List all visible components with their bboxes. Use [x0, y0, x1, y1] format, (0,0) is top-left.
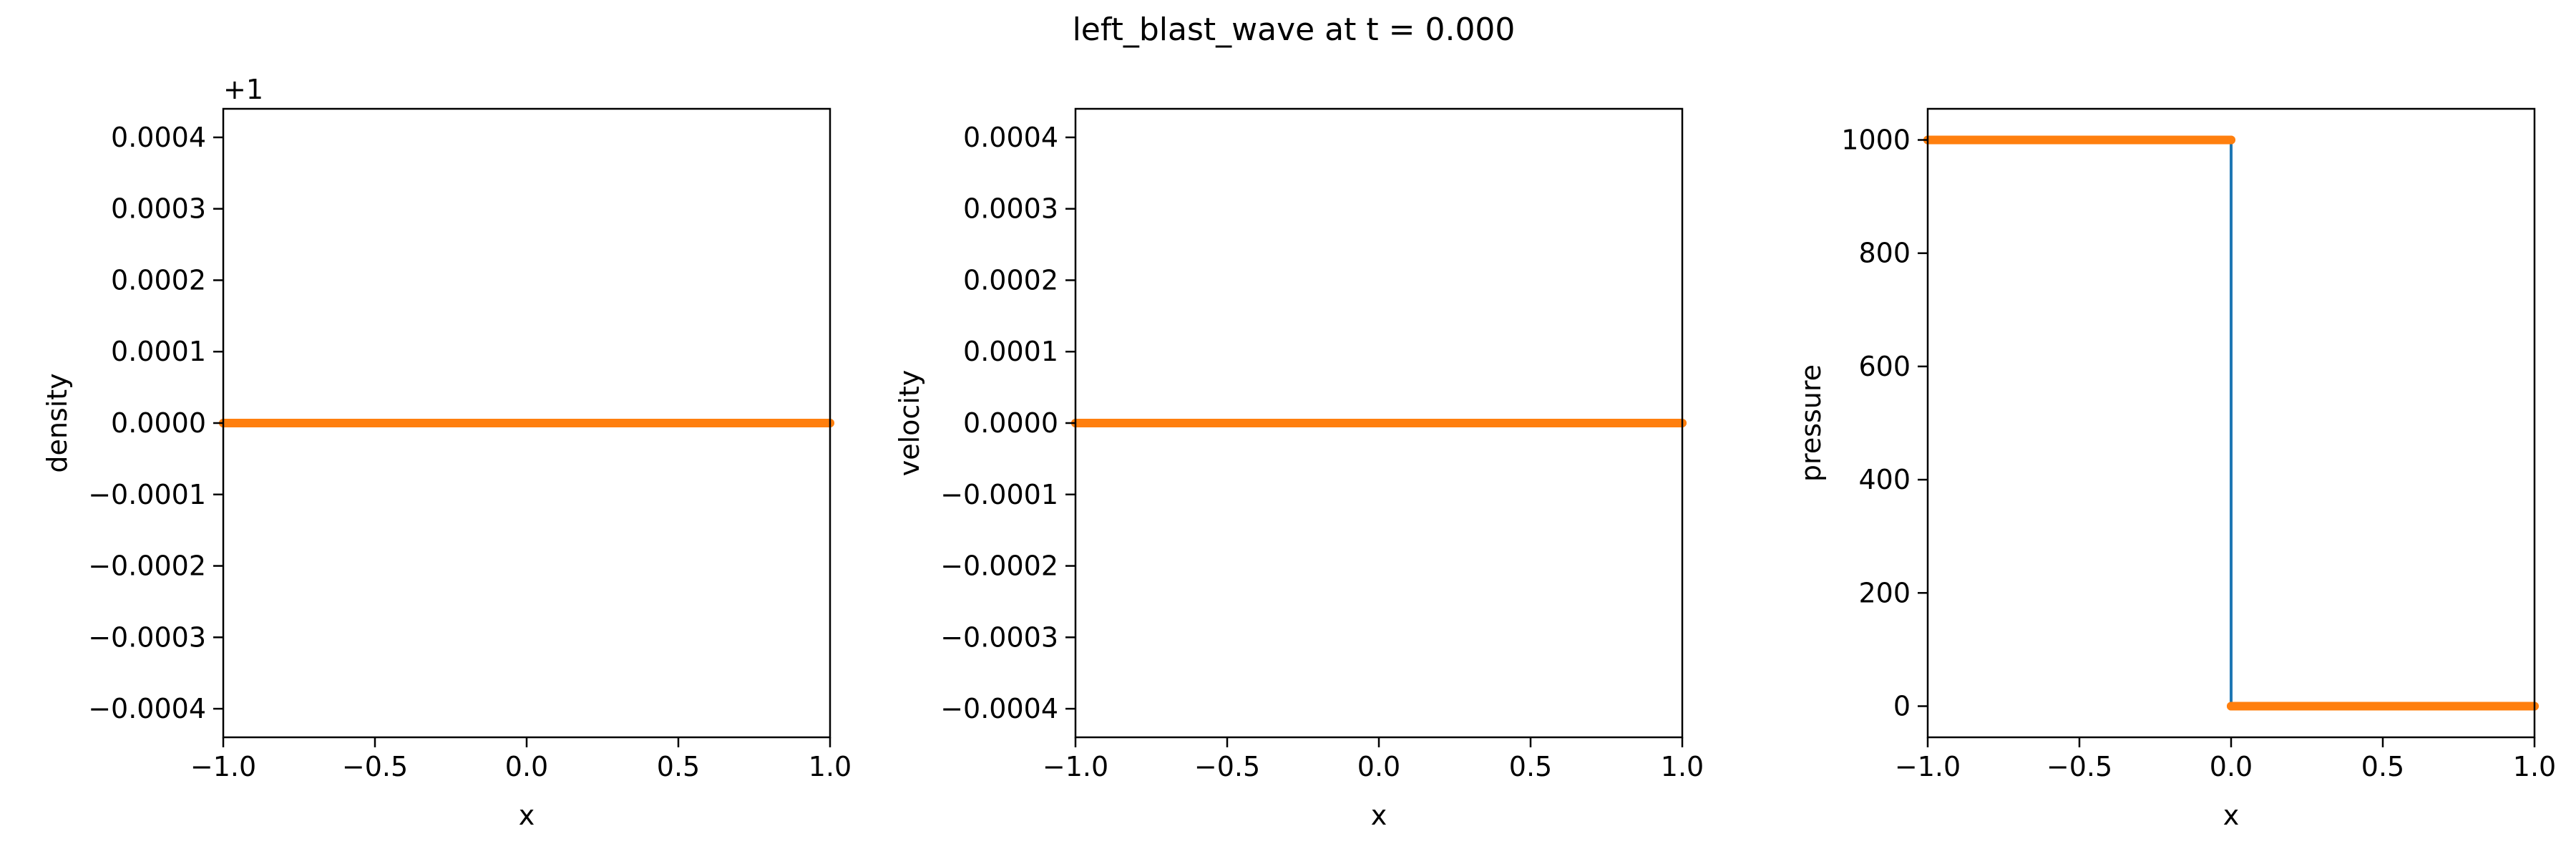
x-tick-label: −0.5 [342, 751, 408, 782]
x-tick-label: 1.0 [809, 751, 852, 782]
y-tick-label: −0.0001 [88, 479, 206, 510]
y-axis-label: velocity [894, 370, 925, 477]
y-axis-label: density [42, 373, 73, 472]
subplot-velocity: −1.0 −0.5 0.0 0.5 1.0 −0.0004 −0.0003 −0.0002 −0… [894, 107, 1704, 831]
x-tick-label: −1.0 [1043, 751, 1108, 782]
data-point [2227, 135, 2235, 145]
y-tick-label: 0.0000 [963, 407, 1058, 439]
series-markers [1071, 419, 1687, 427]
y-tick-label: −0.0002 [88, 550, 206, 582]
y-tick-label: 0.0003 [111, 193, 206, 225]
x-axis-label: x [1371, 800, 1387, 831]
y-tick-label: 0.0003 [963, 193, 1058, 225]
y-tick-label: 0 [1893, 690, 1911, 722]
y-tick-label: 400 [1858, 464, 1911, 495]
data-point [2227, 702, 2235, 711]
y-tick-label: 0.0000 [111, 407, 206, 439]
y-tick-label: 0.0002 [963, 264, 1058, 296]
x-tick-label: 1.0 [1661, 751, 1704, 782]
x-axis-label: x [2223, 800, 2240, 831]
x-tick-label: 0.5 [2361, 751, 2404, 782]
x-tick-label: −1.0 [1895, 751, 1961, 782]
subplot-pressure: −1.0 −0.5 0.0 0.5 1.0 0 200 400 600 800 1000 x press… [1795, 107, 2556, 831]
x-tick-label: 0.0 [2210, 751, 2253, 782]
x-tick-label: −0.5 [2046, 751, 2112, 782]
series-markers [219, 419, 834, 427]
y-tick-label: 600 [1858, 351, 1911, 382]
y-tick-label: 800 [1858, 238, 1911, 269]
y-tick-label: −0.0004 [940, 693, 1058, 724]
y-tick-label: 0.0001 [963, 336, 1058, 367]
y-tick-label: −0.0003 [940, 621, 1058, 653]
y-tick-label: 0.0001 [111, 336, 206, 367]
y-tick-label: −0.0002 [940, 550, 1058, 582]
x-tick-label: −1.0 [190, 751, 256, 782]
x-tick-label: 0.0 [505, 751, 548, 782]
x-axis-label: x [519, 800, 535, 831]
subplot-density: −1.0 −0.5 0.0 0.5 1.0 −0.0004 −0.0003 −0.0002 −0… [42, 74, 852, 831]
y-axis-label: pressure [1795, 364, 1827, 482]
y-tick-label: 0.0002 [111, 264, 206, 296]
subplots: −1.0 −0.5 0.0 0.5 1.0 −0.0004 −0.0003 −0.0002 −0… [42, 74, 2556, 831]
y-tick-label: −0.0004 [88, 693, 206, 724]
figure-title: left_blast_wave at t = 0.000 [1073, 11, 1516, 48]
y-tick-label: 200 [1858, 577, 1911, 608]
y-tick-label: 1000 [1841, 125, 1911, 156]
x-tick-label: 0.5 [1509, 751, 1552, 782]
y-tick-label: −0.0001 [940, 479, 1058, 510]
x-tick-label: −0.5 [1194, 751, 1260, 782]
y-tick-label: 0.0004 [111, 122, 206, 153]
x-tick-label: 0.5 [657, 751, 700, 782]
y-offset-text: +1 [223, 74, 263, 105]
y-tick-label: −0.0003 [88, 621, 206, 653]
x-tick-label: 1.0 [2513, 751, 2556, 782]
x-tick-label: 0.0 [1357, 751, 1400, 782]
y-tick-label: 0.0004 [963, 122, 1058, 153]
